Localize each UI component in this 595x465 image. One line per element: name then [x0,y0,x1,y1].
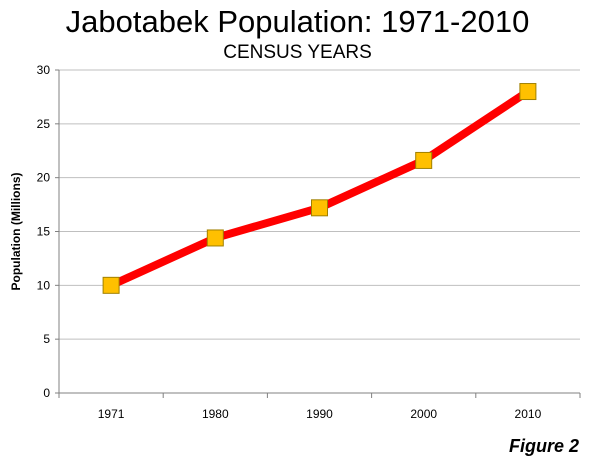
y-tick-labels: 0 5 10 15 20 25 30 [37,63,51,400]
y-tick-label: 25 [37,117,51,131]
x-tick-label: 2000 [410,407,437,421]
data-point-marker [415,151,433,169]
data-point-marker [311,199,328,217]
x-tick-label: 1971 [98,407,125,421]
x-tick-labels: 1971 1980 1990 2000 2010 [98,407,542,421]
y-tick-label: 15 [37,225,51,239]
chart-title: Jabotabek Population: 1971-2010 [65,4,530,39]
figure-label: Figure 2 [508,436,579,456]
gridlines [59,69,580,340]
y-tick-label: 30 [37,63,51,77]
data-point-marker [102,276,120,294]
x-tick-label: 1990 [306,407,333,421]
y-axis-label: Population (Millions) [9,173,23,291]
chart-subtitle: CENSUS YEARS [223,42,372,63]
y-tick-label: 0 [43,386,50,400]
data-point-marker [206,229,224,247]
x-tick-label: 1980 [202,407,229,421]
y-tick-label: 10 [37,278,51,292]
y-tick-label: 20 [37,171,51,185]
series-line [107,87,532,290]
markers [102,83,537,294]
x-tick-label: 2010 [515,407,542,421]
data-point-marker [519,83,537,101]
series-line-layer [107,87,532,290]
y-tick-label: 5 [43,332,50,346]
axes [55,69,581,398]
